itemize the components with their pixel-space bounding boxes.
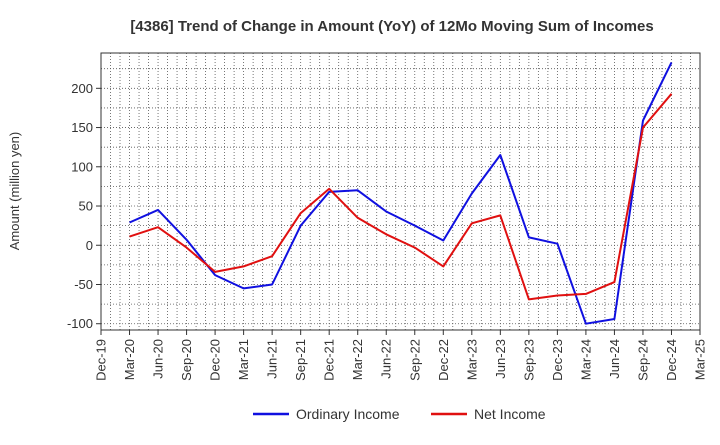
y-tick-label: -50 [74,277,93,292]
x-tick-label: Mar-24 [578,339,593,380]
y-axis-label: Amount (million yen) [7,132,22,251]
x-tick-label: Sep-22 [407,339,422,381]
y-tick-label: -100 [67,316,93,331]
x-tick-label: Jun-20 [151,339,166,379]
x-tick-label: Dec-21 [322,339,337,381]
legend: Ordinary Income Net Income [253,406,546,422]
x-tick-label: Mar-20 [122,339,137,380]
x-tick-label: Sep-24 [635,339,650,381]
x-tick-label: Dec-19 [94,339,109,381]
x-tick-label: Sep-21 [293,339,308,381]
x-tick-label: Dec-22 [436,339,451,381]
x-tick-label: Sep-23 [521,339,536,381]
x-tick-label: Jun-24 [607,339,622,379]
plot-area-frame [100,52,701,331]
y-axis-ticks: -100 -50 0 50 100 150 200 [67,81,101,331]
legend-label-net-income: Net Income [474,406,546,422]
x-tick-label: Jun-23 [493,339,508,379]
x-tick-label: Jun-21 [265,339,280,379]
x-tick-label: Mar-23 [464,339,479,380]
x-tick-label: Mar-22 [350,339,365,380]
legend-label-ordinary-income: Ordinary Income [296,406,400,422]
series-line-ordinary-income [129,61,673,325]
y-tick-label: 50 [79,199,93,214]
y-tick-label: 200 [71,81,93,96]
x-tick-label: Sep-20 [179,339,194,381]
y-tick-label: 150 [71,120,93,135]
x-tick-label: Jun-22 [379,339,394,379]
y-tick-label: 100 [71,159,93,174]
grid [101,53,700,330]
x-tick-label: Dec-23 [550,339,565,381]
x-tick-label: Mar-25 [693,339,708,380]
x-tick-label: Mar-21 [236,339,251,380]
chart-title: [4386] Trend of Change in Amount (YoY) o… [130,18,653,35]
series-line-net-income [129,93,673,301]
x-tick-label: Dec-24 [664,339,679,381]
x-axis-ticks: Dec-19 Mar-20 Jun-20 Sep-20 Dec-20 Mar-21 Jun-… [94,330,708,381]
x-tick-label: Dec-20 [208,339,223,381]
y-tick-label: 0 [86,238,93,253]
series-lines [129,61,673,325]
